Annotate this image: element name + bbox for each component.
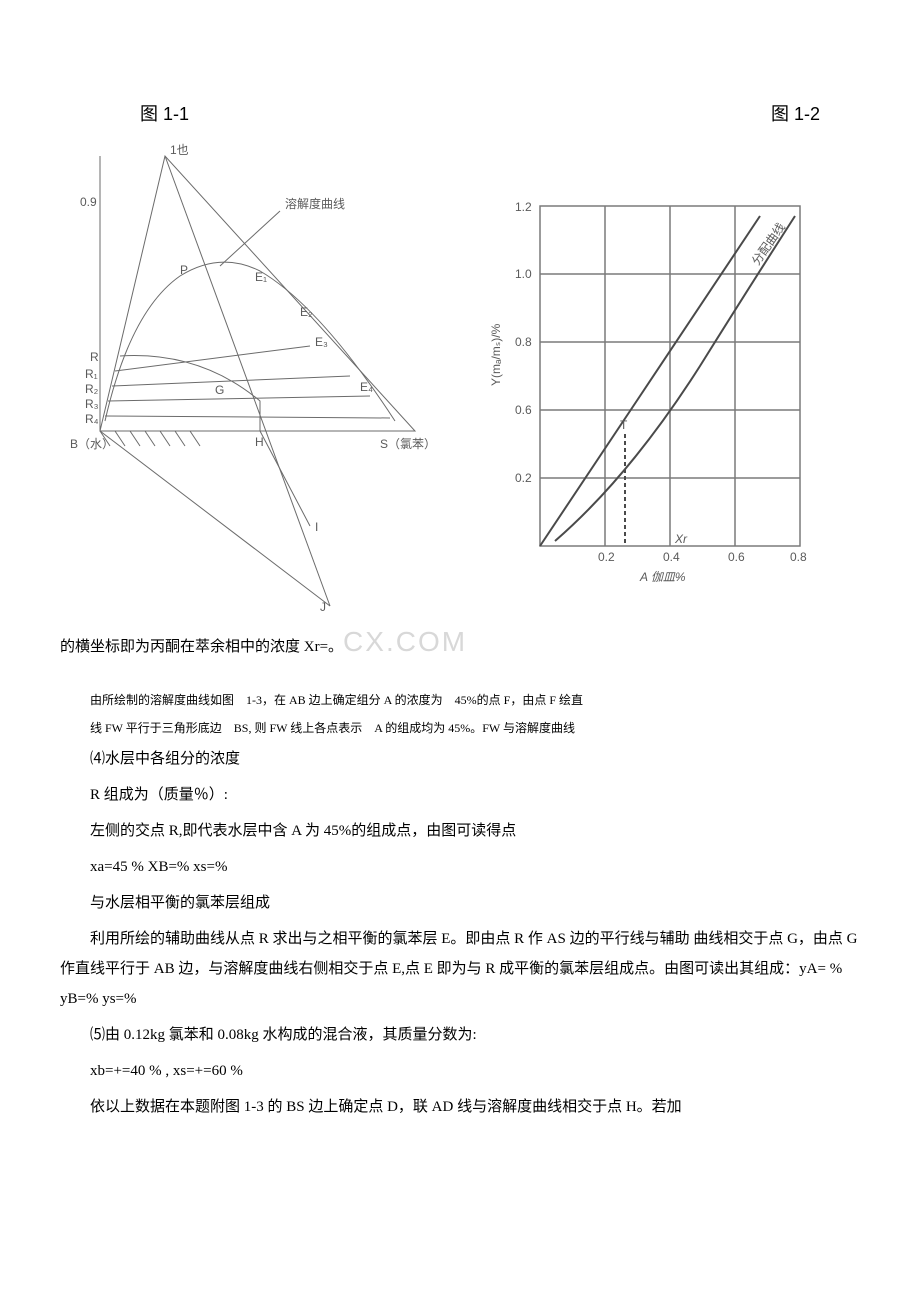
ytick-02: 0.2: [515, 471, 532, 485]
para-xa: xa=45 % XB=% xs=%: [60, 852, 860, 882]
point-r1: R₁: [85, 367, 98, 381]
y-axis-label: Y(mₐ/mₛ)/%: [489, 323, 503, 386]
fig-label-left: 图 1-1: [140, 100, 189, 126]
apex-label: 1也: [170, 143, 189, 157]
para-4: ⑷水层中各组分的浓度: [60, 744, 860, 774]
para-chlorobenzene: 与水层相平衡的氯苯层组成: [60, 888, 860, 918]
charts-container: 1也 0.9 溶解度曲线 P R R₁ R₂ R₃ R₄ E₁ E₂ E₃ E₄…: [60, 136, 860, 636]
para-r-composition: R 组成为（质量％）:: [60, 780, 860, 810]
ytick-06: 0.6: [515, 403, 532, 417]
watermark-text: CX.COM: [343, 626, 467, 657]
ytick-12: 1.2: [515, 200, 532, 214]
point-t: T: [620, 418, 628, 432]
ytick-08: 0.8: [515, 335, 532, 349]
small-para-1: 由所绘制的溶解度曲线如图 1-3，在 AB 边上确定组分 A 的浓度为 45%的…: [60, 688, 860, 712]
triangle-diagram: 1也 0.9 溶解度曲线 P R R₁ R₂ R₃ R₄ E₁ E₂ E₃ E₄…: [60, 136, 440, 636]
point-r: R: [90, 350, 99, 364]
point-j: J: [320, 600, 326, 614]
xtick-08: 0.8: [790, 550, 807, 564]
point-e4: E₄: [360, 380, 373, 394]
xr-sentence: 的横坐标即为丙酮在萃余相中的浓度 Xr=。: [60, 639, 343, 655]
xtick-02: 0.2: [598, 550, 615, 564]
vertex-b: B（水）: [70, 437, 114, 451]
point-g: G: [215, 383, 224, 397]
para-left-intersection: 左侧的交点 R,即代表水层中含 A 为 45%的组成点，由图可读得点: [60, 816, 860, 846]
watermark-row: 的横坐标即为丙酮在萃余相中的浓度 Xr=。CX.COM: [60, 626, 860, 658]
vertex-s: S（氯苯）: [380, 437, 436, 451]
para-auxiliary: 利用所绘的辅助曲线从点 R 求出与之相平衡的氯苯层 E。即由点 R 作 AS 边…: [60, 924, 860, 1014]
small-para-2: 线 FW 平行于三角形底边 BS, 则 FW 线上各点表示 A 的组成均为 45…: [60, 716, 860, 740]
para-bs-edge: 依以上数据在本题附图 1-3 的 BS 边上确定点 D，联 AD 线与溶解度曲线…: [60, 1092, 860, 1122]
para-xb: xb=+=40 % , xs=+=60 %: [60, 1056, 860, 1086]
distribution-chart: 1.2 1.0 0.8 0.6 0.2 0.2 0.4 0.6 0.8 Y(mₐ…: [480, 186, 810, 586]
dist-curve-label: 分配曲线: [749, 220, 788, 267]
fig-label-right: 图 1-2: [771, 100, 820, 126]
point-e2: E₂: [300, 305, 313, 319]
point-e3: E₃: [315, 335, 328, 349]
x-axis-label: A 伽皿%: [639, 570, 686, 584]
ytick-09: 0.9: [80, 195, 97, 209]
para-5: ⑸由 0.12kg 氯苯和 0.08kg 水构成的混合液，其质量分数为:: [60, 1020, 860, 1050]
ytick-10: 1.0: [515, 267, 532, 281]
xr-label: Xr: [674, 532, 688, 546]
point-r3: R₃: [85, 397, 99, 411]
point-p: P: [180, 263, 188, 277]
point-i: I: [315, 520, 318, 534]
solubility-curve-label: 溶解度曲线: [285, 196, 345, 211]
point-e1: E₁: [255, 270, 267, 284]
point-h: H: [255, 435, 264, 449]
point-r2: R₂: [85, 382, 99, 396]
xtick-04: 0.4: [663, 550, 680, 564]
xtick-06: 0.6: [728, 550, 745, 564]
point-r4: R₄: [85, 412, 99, 426]
